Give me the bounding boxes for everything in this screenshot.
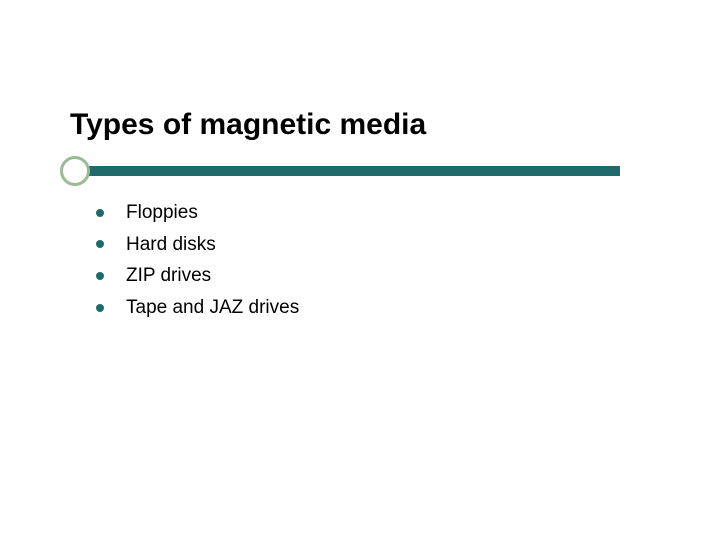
underline-bar xyxy=(88,166,620,176)
list-item: Tape and JAZ drives xyxy=(96,295,299,321)
bullet-icon xyxy=(96,272,104,280)
bullet-icon xyxy=(96,209,104,217)
slide-title: Types of magnetic media xyxy=(70,108,426,142)
slide: Types of magnetic media Floppies Hard dis… xyxy=(0,0,720,540)
bullet-icon xyxy=(96,304,104,312)
bullet-text: Tape and JAZ drives xyxy=(126,295,299,321)
list-item: Hard disks xyxy=(96,232,299,258)
bullet-icon xyxy=(96,240,104,248)
underline-circle-icon xyxy=(60,156,90,186)
bullet-text: ZIP drives xyxy=(126,263,211,289)
list-item: Floppies xyxy=(96,200,299,226)
bullet-text: Hard disks xyxy=(126,232,216,258)
bullet-text: Floppies xyxy=(126,200,198,226)
title-underline xyxy=(60,156,620,186)
list-item: ZIP drives xyxy=(96,263,299,289)
bullet-list: Floppies Hard disks ZIP drives Tape and JAZ… xyxy=(96,200,299,327)
